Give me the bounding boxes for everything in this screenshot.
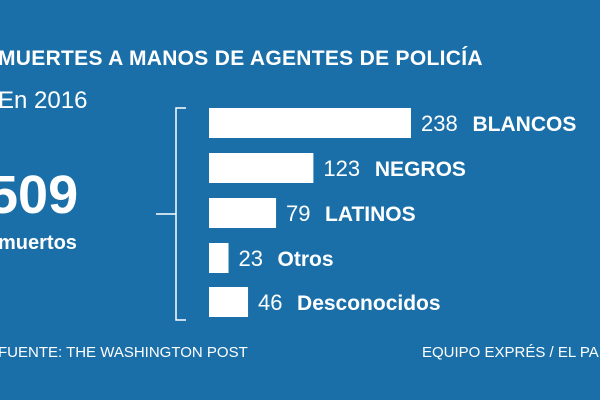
value-label-desconocidos: 46 (258, 290, 282, 315)
bar-otros (209, 243, 229, 273)
value-label-latinos: 79 (286, 201, 310, 226)
bar-negros (209, 153, 314, 183)
value-label-negros: 123 (323, 156, 360, 181)
category-label-latinos: LATINOS (325, 203, 416, 226)
value-label-blancos: 238 (421, 111, 458, 136)
category-label-negros: NEGROS (375, 158, 466, 181)
chart-title: MUERTES A MANOS DE AGENTES DE POLICÍA (0, 47, 483, 70)
chart-subtitle: En 2016 (0, 87, 88, 114)
category-label-otros: Otros (278, 248, 334, 271)
total-deaths-value: 509 (0, 165, 79, 225)
credit-note: EQUIPO EXPRÉS / EL PAÍS (422, 344, 600, 361)
category-label-blancos: BLANCOS (473, 113, 577, 136)
bar-desconocidos (209, 287, 249, 317)
total-deaths-label: muertos (0, 232, 77, 254)
category-label-desconocidos: Desconocidos (297, 292, 441, 315)
bracket (156, 107, 186, 321)
value-label-otros: 23 (239, 246, 263, 271)
source-note: FUENTE: THE WASHINGTON POST (0, 344, 248, 361)
bar-blancos (209, 108, 411, 138)
bar-latinos (209, 198, 277, 228)
